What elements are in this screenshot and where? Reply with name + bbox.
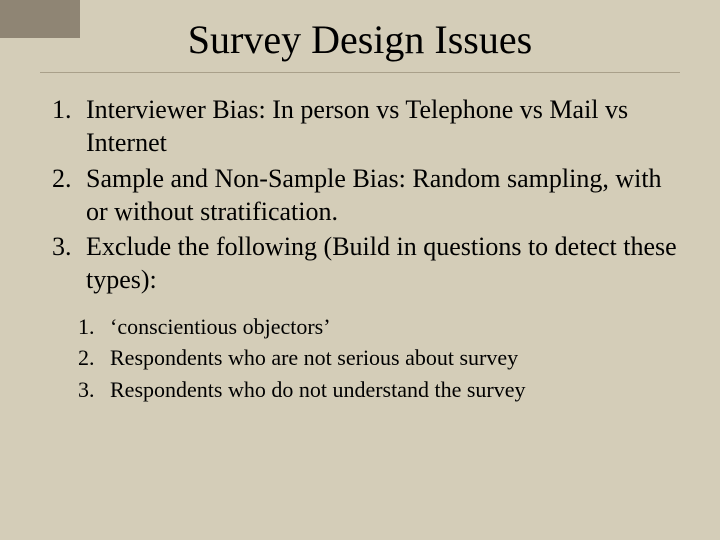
slide-title: Survey Design Issues [40,18,680,62]
list-item: Sample and Non-Sample Bias: Random sampl… [78,162,680,229]
list-item: Exclude the following (Build in question… [78,230,680,297]
list-item: Respondents who are not serious about su… [100,342,680,374]
list-item: ‘conscientious objectors’ [100,311,680,343]
slide: Survey Design Issues Interviewer Bias: I… [0,0,720,540]
sub-list: ‘conscientious objectors’ Respondents wh… [70,311,680,407]
title-container: Survey Design Issues [40,18,680,73]
list-item: Interviewer Bias: In person vs Telephone… [78,93,680,160]
list-item: Respondents who do not understand the su… [100,374,680,406]
main-list: Interviewer Bias: In person vs Telephone… [44,93,680,297]
corner-accent [0,0,80,38]
